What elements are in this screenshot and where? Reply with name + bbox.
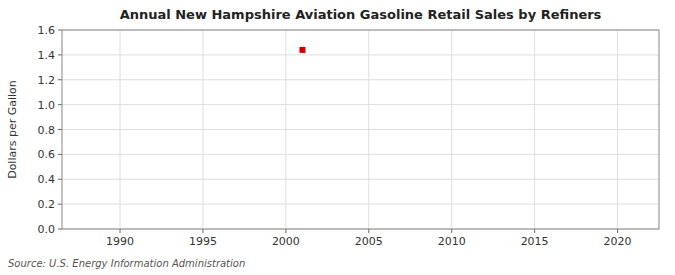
y-tick: [58, 229, 62, 230]
y-tick-label: 0.0: [38, 223, 56, 236]
y-tick: [58, 79, 62, 80]
y-tick: [58, 30, 62, 31]
x-tick-label: 2020: [604, 235, 632, 248]
y-axis-label: Dollars per Gallon: [6, 80, 19, 179]
axes: 1990 1995 2000 2005 2010 2015 2020 0.0 0.2 0.4 0.6…: [38, 24, 660, 248]
chart-container: 1990 1995 2000 2005 2010 2015 2020 0.0 0.2 0.4 0.6…: [0, 0, 675, 275]
y-grid-line: [62, 179, 659, 180]
x-tick: [368, 229, 369, 233]
x-tick: [120, 229, 121, 233]
x-tick: [617, 229, 618, 233]
y-tick: [58, 179, 62, 180]
x-tick: [285, 229, 286, 233]
y-tick: [58, 129, 62, 130]
y-tick: [58, 104, 62, 105]
chart: 1990 1995 2000 2005 2010 2015 2020 0.0 0.2 0.4 0.6…: [0, 0, 675, 275]
plot-area: [62, 30, 659, 229]
source-note: Source: U.S. Energy Information Administ…: [8, 258, 245, 269]
y-tick-label: 1.2: [38, 74, 56, 87]
y-grid-line: [62, 79, 659, 80]
y-tick-label: 1.4: [38, 49, 56, 62]
y-grid-line: [62, 104, 659, 105]
y-tick-label: 0.4: [38, 173, 56, 186]
x-tick-label: 2015: [521, 235, 549, 248]
y-tick-label: 1.0: [38, 99, 56, 112]
x-tick-label: 2010: [438, 235, 466, 248]
title: Annual New Hampshire Aviation Gasoline R…: [120, 7, 602, 22]
y-tick: [58, 204, 62, 205]
y-grid-line: [62, 204, 659, 205]
y-tick-label: 0.8: [38, 124, 56, 137]
y-grid-line: [62, 154, 659, 155]
x-tick-label: 2005: [355, 235, 383, 248]
data-point: [299, 47, 305, 53]
x-tick: [534, 229, 535, 233]
x-tick: [451, 229, 452, 233]
y-tick-label: 0.2: [38, 198, 56, 211]
plot-frame: [62, 30, 659, 229]
data-points: [299, 47, 305, 53]
y-grid-line: [62, 129, 659, 130]
x-tick-label: 1995: [189, 235, 217, 248]
y-tick: [58, 154, 62, 155]
x-tick-label: 2000: [272, 235, 300, 248]
y-tick: [58, 54, 62, 55]
y-tick-label: 0.6: [38, 148, 56, 161]
x-tick-label: 1990: [106, 235, 134, 248]
y-tick-label: 1.6: [38, 24, 56, 37]
x-tick: [202, 229, 203, 233]
grid: [62, 30, 659, 229]
y-grid-line: [62, 54, 659, 55]
